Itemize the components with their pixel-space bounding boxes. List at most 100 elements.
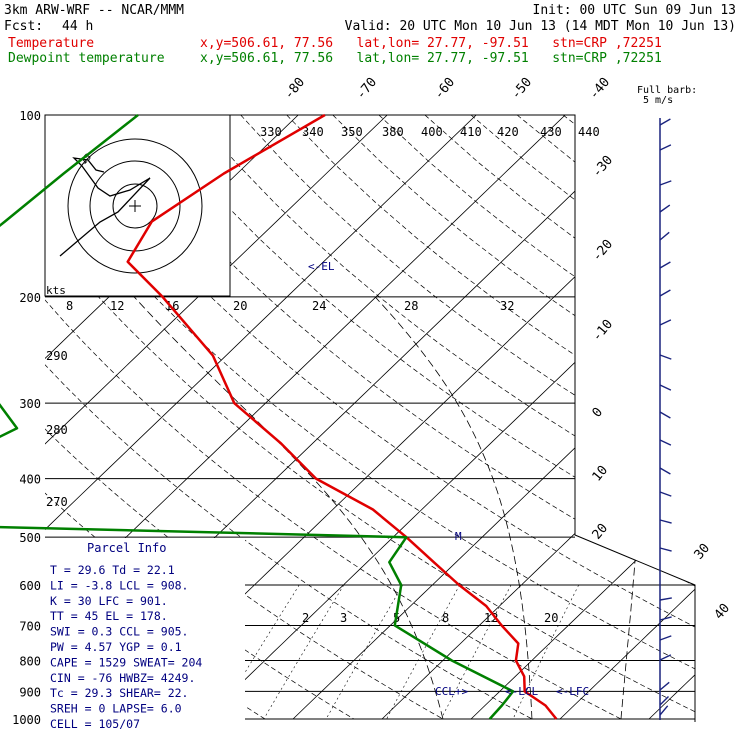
hodograph-ring: [112, 183, 158, 229]
isotherm-label: 0: [590, 405, 607, 421]
level-annotation: <-EL: [308, 260, 335, 273]
hodograph-tick: 32: [500, 299, 514, 313]
hodograph-tick: 20: [233, 299, 247, 313]
wind-barb: [659, 491, 672, 497]
wind-barb: [659, 289, 671, 297]
pressure-label-300: 300: [19, 397, 41, 411]
isotherm-label: 30: [692, 541, 714, 563]
hodograph-tick: 28: [404, 299, 418, 313]
wind-legend-value: 5 m/s: [643, 95, 673, 106]
parcel-info-row: CAPE = 1529 SWEAT= 204: [50, 655, 202, 669]
dry-adiabat-line: [45, 115, 444, 720]
mixing-ratio-line: [325, 584, 403, 720]
theta-low-label: 270: [46, 495, 68, 509]
valid-time: Valid: 20 UTC Mon 10 Jun 13 (14 MDT Mon …: [344, 19, 736, 34]
wind-barb: [659, 144, 672, 151]
dewpoint-title: Dewpoint temperature: [8, 51, 165, 66]
pressure-label-800: 800: [19, 654, 41, 668]
isotherm-label: 40: [712, 601, 734, 623]
model-title: 3km ARW-WRF -- NCAR/MMM: [4, 3, 185, 18]
wind-barb: [659, 439, 672, 446]
dry-adiabat-line: [194, 115, 695, 720]
theta-label: 430: [540, 125, 562, 139]
hodograph-trace: [59, 157, 151, 257]
wind-barb: [659, 118, 671, 126]
isotherm-line: [45, 115, 299, 720]
wind-barb: [659, 231, 670, 241]
pressure-label-400: 400: [19, 473, 41, 487]
theta-low-label: 290: [46, 349, 68, 363]
wind-barb: [659, 261, 671, 269]
parcel-info-row: T = 29.6 Td = 22.1: [50, 563, 175, 577]
theta-label: 380: [382, 125, 404, 139]
dry-adiabat-line: [562, 115, 695, 720]
isotherm-label: -50: [509, 75, 536, 103]
theta-label: 330: [260, 125, 282, 139]
parcel-info-title: Parcel Info: [87, 541, 166, 555]
mixing-ratio-label: 20: [544, 611, 558, 625]
isotherm-label: -10: [590, 317, 617, 345]
wind-legend-title: Full barb:: [637, 85, 697, 96]
wind-barb: [659, 204, 671, 213]
pressure-label-1000: 1000: [12, 713, 41, 727]
wind-barb: [659, 635, 672, 641]
dry-adiabat-line: [45, 115, 533, 720]
theta-label: 410: [460, 125, 482, 139]
pressure-labels: 100 200 300 400 500 600 700 800 900 1000: [12, 109, 41, 727]
wind-barb: [659, 180, 672, 186]
parcel-info-row: SREH = 0 LAPSE= 6.0: [50, 702, 182, 716]
wind-barb: [659, 547, 672, 552]
wind-barb: [659, 654, 672, 661]
theta-label: 440: [578, 125, 600, 139]
isotherm-label: -70: [354, 75, 381, 103]
theta-label: 340: [302, 125, 324, 139]
isotherm-labels: -80 -70 -60 -50 -40 -30 -20 -10 0 10 20 30 40: [282, 75, 734, 623]
parcel-info-row: Tc = 29.3 SHEAR= 22.: [50, 686, 188, 700]
hodograph-tick: 24: [312, 299, 326, 313]
theta-label: 350: [341, 125, 363, 139]
level-annotation: <-LCL: [505, 685, 538, 698]
isotherm-label: -30: [590, 153, 617, 181]
dry-adiabat-line: [516, 115, 695, 720]
wind-barb: [659, 467, 671, 475]
mixing-ratio-line: [512, 584, 579, 720]
isotherm-line: [648, 115, 695, 720]
dry-adiabat-line: [56, 115, 695, 720]
moist-adiabat-line: [374, 296, 533, 720]
isotherm-line: [292, 115, 695, 720]
parcel-info-row: LI = -3.8 LCL = 908.: [50, 578, 188, 592]
temperature-info: x,y=506.61, 77.56 lat,lon= 27.77, -97.51…: [200, 36, 662, 51]
dry-adiabat-line: [45, 115, 695, 720]
isotherm-label: -20: [590, 237, 617, 265]
theta-labels: 330 340 350 380 400 410 420 430 440 290 280 270: [46, 125, 600, 509]
hodograph-ring: [67, 138, 203, 274]
hodograph-tick: 8: [66, 299, 73, 313]
isotherm-line: [381, 115, 695, 720]
pressure-label-200: 200: [19, 291, 41, 305]
dry-adiabat-line: [240, 115, 695, 720]
mixing-ratio-label: 12: [484, 611, 498, 625]
init-time: Init: 00 UTC Sun 09 Jun 13: [532, 3, 737, 18]
mixing-ratio-line: [263, 584, 345, 720]
wind-barb: [659, 696, 669, 706]
wind-barbs: Full barb:5 m/s: [637, 85, 697, 720]
mixing-ratio-label: 2: [302, 611, 309, 625]
theta-label: 400: [421, 125, 443, 139]
parcel-info-row: TT = 45 EL = 178.: [50, 609, 168, 623]
wind-barb: [659, 411, 671, 419]
sounding-profiles: [0, 113, 558, 720]
dry-adiabat-line: [45, 115, 622, 720]
isotherm-line: [470, 115, 695, 720]
parcel-info-row: PW = 4.57 YGP = 0.1: [50, 640, 182, 654]
pressure-label-600: 600: [19, 579, 41, 593]
level-annotation: <-LFC: [556, 685, 589, 698]
isotherm-line: [45, 115, 477, 720]
parcel-info-row: CIN = -76 HWBZ= 4249.: [50, 671, 195, 685]
parcel-info-panel: Parcel Info T = 29.6 Td = 22.1LI = -3.8 L…: [45, 538, 245, 731]
dry-adiabat-line: [424, 115, 695, 720]
parcel-info-row: SWI = 0.3 CCL = 905.: [50, 625, 188, 639]
wind-barb: [659, 354, 672, 360]
wind-barb: [659, 384, 672, 391]
